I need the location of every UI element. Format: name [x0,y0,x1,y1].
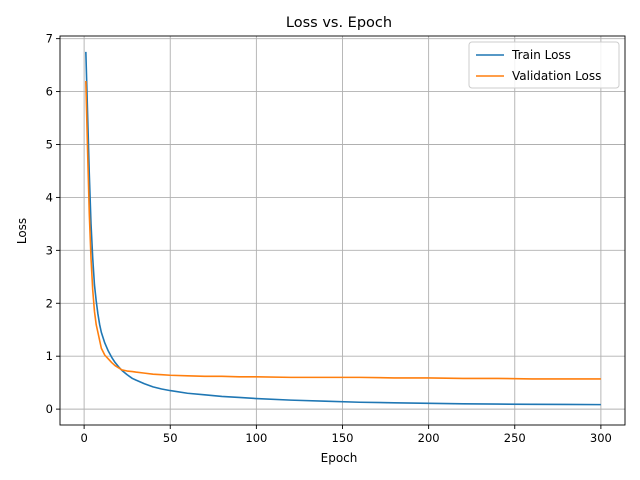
x-axis-label: Epoch [321,451,358,465]
legend-label: Validation Loss [512,69,601,83]
series-lines [85,51,601,406]
x-tick-label: 50 [163,431,178,445]
y-tick-label: 0 [46,402,53,416]
x-tick-label: 300 [590,431,612,445]
train-loss-line [85,51,601,406]
grid-lines [60,36,625,425]
chart-title: Loss vs. Epoch [286,15,392,31]
legend-box [468,41,620,89]
axis-ticks: 0 50 100 150 200 250 300 0 1 2 3 4 5 6 7 [46,32,612,445]
y-tick-label: 5 [46,137,53,151]
y-axis-label: Loss [15,218,29,244]
y-tick-label: 7 [46,32,53,46]
y-tick-label: 4 [46,190,53,204]
x-tick-label: 250 [504,431,526,445]
x-tick-label: 100 [245,431,267,445]
y-tick-label: 2 [46,296,53,310]
validation-loss-line [85,80,601,380]
x-tick-label: 200 [418,431,440,445]
legend: Train Loss Validation Loss [468,41,620,89]
legend-label: Train Loss [511,48,571,62]
y-tick-label: 3 [46,243,53,257]
y-tick-label: 6 [46,85,53,99]
y-tick-label: 1 [46,349,53,363]
x-tick-label: 0 [80,431,87,445]
x-tick-label: 150 [332,431,354,445]
